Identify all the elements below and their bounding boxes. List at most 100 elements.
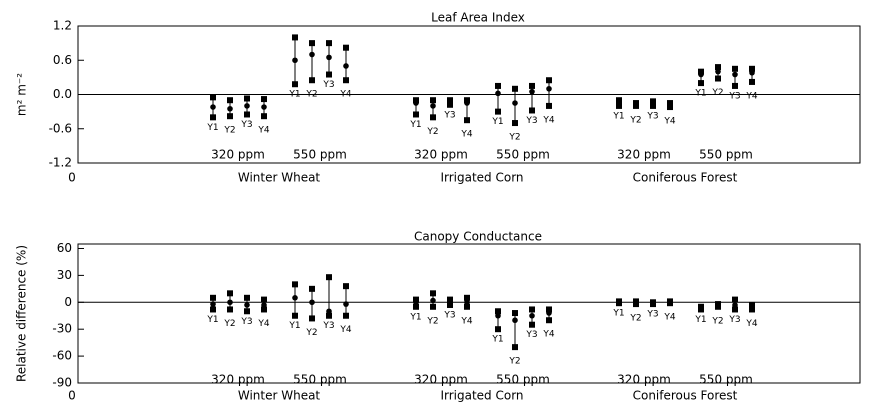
- mid-marker: [698, 71, 704, 78]
- mid-marker: [413, 100, 419, 106]
- low-marker: [616, 102, 622, 109]
- year-label: Y1: [288, 321, 300, 331]
- year-label: Y2: [629, 314, 641, 324]
- high-marker: [309, 285, 315, 292]
- mid-marker: [715, 68, 721, 75]
- low-marker: [261, 113, 267, 120]
- mid-marker: [430, 103, 436, 109]
- subgroup-label: 550 ppm: [293, 373, 347, 387]
- y-tick-label: 0.0: [53, 87, 72, 101]
- mid-marker: [343, 301, 349, 307]
- high-marker: [261, 96, 267, 103]
- x-tick-label: 0: [68, 389, 76, 402]
- group-label: Winter Wheat: [238, 389, 321, 402]
- year-label: Y4: [663, 117, 675, 127]
- y-tick-label: 60: [57, 241, 72, 255]
- low-marker: [512, 344, 518, 351]
- year-label: Y4: [745, 91, 757, 101]
- y-tick-label: 0.6: [53, 53, 72, 67]
- low-marker: [732, 306, 738, 313]
- year-label: Y1: [612, 111, 624, 121]
- mid-marker: [512, 100, 518, 106]
- low-marker: [698, 80, 704, 87]
- low-marker: [227, 113, 233, 120]
- mid-marker: [749, 70, 755, 76]
- mid-marker: [326, 308, 332, 315]
- year-label: Y3: [240, 120, 252, 130]
- year-label: Y2: [305, 90, 317, 100]
- y-tick-label: 0: [64, 295, 72, 309]
- high-marker: [529, 306, 535, 313]
- mid-marker: [413, 299, 419, 306]
- subgroup-label: 320 ppm: [414, 373, 468, 387]
- year-label: Y3: [525, 116, 537, 126]
- year-label: Y1: [491, 117, 503, 127]
- y-tick-label: 30: [57, 268, 72, 282]
- low-marker: [430, 303, 436, 310]
- subgroup-label: 550 ppm: [496, 373, 550, 387]
- year-label: Y2: [223, 319, 235, 329]
- year-label: Y2: [426, 316, 438, 326]
- low-marker: [326, 71, 332, 78]
- high-marker: [343, 283, 349, 290]
- year-label: Y1: [694, 315, 706, 325]
- mid-marker: [210, 301, 216, 307]
- mid-marker: [667, 299, 673, 306]
- mid-marker: [464, 100, 470, 106]
- y-tick-label: -30: [52, 322, 72, 336]
- chart-title: Canopy Conductance: [414, 230, 542, 244]
- year-label: Y4: [460, 316, 472, 326]
- high-marker: [430, 97, 436, 104]
- year-label: Y1: [612, 309, 624, 319]
- low-marker: [749, 78, 755, 85]
- mid-marker: [292, 295, 298, 301]
- low-marker: [546, 317, 552, 324]
- year-label: Y3: [728, 315, 740, 325]
- group-label: Coniferous Forest: [633, 389, 738, 402]
- high-marker: [292, 34, 298, 41]
- chart-title: Leaf Area Index: [431, 11, 525, 25]
- year-label: Y1: [694, 89, 706, 99]
- high-marker: [210, 94, 216, 101]
- year-label: Y2: [711, 88, 723, 98]
- high-marker: [464, 294, 470, 301]
- year-label: Y2: [711, 316, 723, 326]
- year-label: Y1: [409, 120, 421, 130]
- high-marker: [749, 65, 755, 72]
- high-marker: [512, 85, 518, 92]
- subgroup-label: 320 ppm: [414, 148, 468, 162]
- high-marker: [343, 44, 349, 51]
- mid-marker: [447, 98, 453, 105]
- low-marker: [309, 315, 315, 322]
- subgroup-label: 550 ppm: [496, 148, 550, 162]
- high-marker: [244, 95, 250, 102]
- year-label: Y3: [525, 330, 537, 340]
- subgroup-label: 550 ppm: [699, 373, 753, 387]
- mid-marker: [244, 302, 250, 308]
- low-marker: [210, 114, 216, 121]
- year-label: Y3: [322, 321, 334, 331]
- year-label: Y4: [339, 325, 351, 335]
- y-axis-label: m² m⁻²: [15, 73, 29, 116]
- mid-marker: [210, 104, 216, 110]
- group-label: Irrigated Corn: [440, 171, 523, 185]
- low-marker: [210, 306, 216, 313]
- mid-marker: [529, 88, 535, 95]
- year-label: Y3: [240, 317, 252, 327]
- high-marker: [698, 68, 704, 75]
- mid-marker: [698, 305, 704, 312]
- mid-marker: [244, 103, 250, 109]
- high-marker: [546, 77, 552, 84]
- subgroup-label: 320 ppm: [617, 373, 671, 387]
- year-label: Y2: [223, 126, 235, 136]
- high-marker: [495, 82, 501, 89]
- low-marker: [261, 306, 267, 313]
- y-axis-label: Relative difference (%): [15, 245, 29, 382]
- low-marker: [413, 303, 419, 310]
- high-marker: [616, 97, 622, 104]
- mid-marker: [546, 85, 552, 92]
- low-marker: [529, 321, 535, 328]
- year-label: Y2: [426, 127, 438, 137]
- low-marker: [326, 312, 332, 319]
- high-marker: [326, 274, 332, 281]
